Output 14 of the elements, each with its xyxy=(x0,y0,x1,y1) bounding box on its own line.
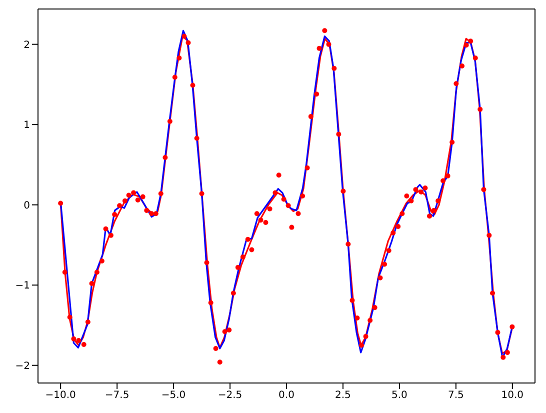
y-tick-label: 2 xyxy=(24,40,30,51)
x-tick-label: −10.0 xyxy=(45,390,76,402)
x-tick-label: 0.0 xyxy=(278,390,294,402)
y-tick-label: 0 xyxy=(24,200,30,212)
x-tick-label: 7.5 xyxy=(448,390,464,402)
x-tick-label: −7.5 xyxy=(104,390,130,402)
y-tick-label: 1 xyxy=(24,120,30,132)
x-tick-label: 5.0 xyxy=(392,390,408,402)
x-tick-label: −5.0 xyxy=(161,390,186,402)
x-tick-label: 2.5 xyxy=(335,390,351,402)
y-tick-label: −2 xyxy=(15,360,30,372)
y-tick-label: −1 xyxy=(15,280,30,292)
x-tick-label: −2.5 xyxy=(218,390,242,402)
x-tick-label: 10.0 xyxy=(501,390,524,402)
